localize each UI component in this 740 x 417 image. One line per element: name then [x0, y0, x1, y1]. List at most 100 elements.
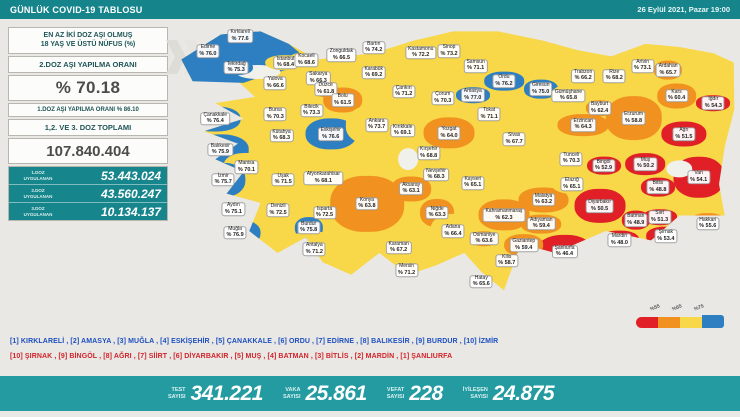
province-badge: Sivas% 67.7: [502, 132, 526, 146]
turkey-vaccination-map: Edirne% 76.0 Kırklareli% 77.6 Tekirdağ% 75…: [166, 22, 736, 334]
province-rate: % 61.8: [317, 88, 335, 95]
province-rate: % 71.2: [305, 248, 323, 255]
province-badge: Hatay% 65.6: [469, 275, 493, 289]
dose-row-label: 1.DOZ UYGULANAN: [9, 170, 67, 181]
province-badges: Edirne% 76.0 Kırklareli% 77.6 Tekirdağ% 75…: [170, 22, 736, 334]
province-name: Ağrı: [679, 127, 689, 134]
province-badge: Karabük% 69.2: [361, 66, 387, 80]
province-name: Kilis: [502, 253, 512, 260]
province-rankings: [1] KIRKLARELİ , [2] AMASYA , [3] MUĞLA …: [10, 338, 732, 368]
province-badge: Erzurum% 58.8: [621, 111, 646, 125]
province-name: Kastamonu: [408, 46, 434, 53]
province-rate: % 73.1: [634, 65, 652, 72]
province-rate: % 67.2: [390, 247, 408, 254]
province-rate: % 69.1: [394, 130, 412, 137]
province-rate: % 75.3: [227, 67, 245, 74]
province-badge: Çorum% 70.3: [431, 91, 455, 105]
province-rate: % 74.2: [365, 47, 383, 54]
province-name: Bayburt: [590, 101, 609, 108]
province-badge: Isparta% 72.5: [312, 206, 337, 220]
footer-stat: VAKA SAYISI 25.861: [283, 382, 367, 406]
province-badge: Ağrı% 51.5: [672, 127, 696, 141]
province-name: Konya: [359, 197, 375, 204]
province-badge: Sinop% 73.2: [437, 44, 461, 58]
province-name: Adana: [445, 224, 461, 231]
province-name: Gümüşhane: [554, 89, 583, 96]
province-name: Bilecik: [304, 104, 319, 111]
province-badge: Çanakkale% 76.4: [200, 111, 231, 126]
province-name: Erzincan: [573, 118, 593, 125]
province-rate: % 51.5: [675, 133, 693, 140]
dose-row-value: 53.443.024: [100, 168, 161, 183]
province-rate: % 63.2: [534, 199, 553, 206]
province-name: Hatay: [474, 275, 488, 282]
province-rate: % 71.1: [480, 113, 498, 120]
footer-stat-label-line: İYİLEŞEN: [462, 386, 488, 393]
vaccine-panel-header: EN AZ İKİ DOZ AŞI OLMUŞ 18 YAŞ VE ÜSTÜ N…: [8, 27, 168, 54]
province-rate: % 50.2: [636, 163, 654, 170]
province-badge: Kütahya% 68.3: [269, 129, 294, 143]
province-badge: Adana% 66.4: [441, 224, 465, 238]
province-name: Sivas: [508, 132, 521, 139]
province-badge: Osmaniye% 63.6: [469, 232, 499, 246]
footer-stat: VEFAT SAYISI 228: [387, 381, 444, 406]
province-rate: % 62.4: [591, 107, 609, 114]
legend-boundary-label: %65: [671, 303, 683, 313]
province-name: Tekirdağ: [226, 61, 246, 68]
province-rate: % 68.6: [297, 59, 315, 66]
province-badge: Bayburt% 62.4: [587, 101, 612, 115]
province-badge: Kastamonu% 72.2: [405, 46, 437, 60]
province-badge: İstanbul% 68.4: [273, 56, 298, 70]
province-badge: Kırıkkale% 69.1: [389, 124, 416, 138]
province-rate: % 65.1: [464, 182, 482, 189]
province-rate: % 54.1: [690, 176, 708, 183]
province-badge: Denizli% 72.5: [266, 203, 290, 217]
chevron-decoration-icon: [166, 40, 186, 74]
footer-stat-value: 228: [409, 381, 443, 405]
province-name: Hakkari: [699, 217, 717, 224]
province-name: Yozgat: [441, 126, 457, 133]
province-badge: Samsun% 71.1: [463, 59, 488, 73]
footer-stat-label-line: SAYISI: [168, 393, 186, 400]
province-badge: Van% 54.1: [687, 170, 711, 184]
province-badge: Malatya% 63.2: [531, 193, 556, 207]
province-name: Aydın: [227, 202, 240, 209]
province-name: Kırşehir: [420, 146, 438, 153]
province-name: Afyonkarahisar: [306, 171, 341, 178]
province-name: Bartın: [367, 41, 381, 48]
province-name: Trabzon: [574, 69, 593, 76]
province-badge: Hakkari% 55.6: [696, 217, 720, 231]
province-rate: % 68.1: [314, 177, 332, 184]
province-rate: % 48.0: [610, 239, 628, 246]
province-badge: Eskişehir% 76.6: [317, 127, 344, 141]
province-name: Karabük: [364, 66, 384, 73]
province-name: Manisa: [238, 160, 255, 167]
legend-boundary-label: %55: [649, 303, 661, 313]
province-name: Karaman: [388, 241, 409, 248]
province-badge: Amasya% 77.0: [460, 88, 485, 102]
province-name: Adıyaman: [530, 217, 553, 224]
dose2-rate-label: 2.DOZ AŞI YAPILMA ORANI: [8, 56, 168, 73]
legend-segment-blue: [702, 315, 724, 328]
province-badge: Giresun% 75.0: [528, 82, 553, 96]
province-rate: % 59.4: [532, 223, 550, 230]
province-badge: Antalya% 71.2: [302, 242, 326, 256]
province-name: Mersin: [399, 263, 415, 270]
footer-stat: TEST SAYISI 341.221: [168, 382, 263, 406]
province-rate: % 65.1: [563, 183, 581, 190]
province-rate: % 73.7: [368, 124, 386, 131]
province-rate: % 52.9: [594, 165, 613, 172]
province-name: Diyarbakır: [588, 199, 611, 206]
province-badge: Ankara% 73.7: [365, 118, 389, 132]
province-badge: Elazığ% 65.1: [560, 177, 584, 192]
province-rate: % 48.9: [627, 219, 645, 226]
province-name: Samsun: [466, 59, 485, 66]
page-title: GÜNLÜK COVID-19 TABLOSU: [10, 4, 143, 15]
province-rate: % 66.2: [574, 75, 592, 82]
province-name: İzmir: [217, 173, 229, 180]
province-rate: % 63.6: [475, 238, 493, 245]
province-rate: % 70.3: [266, 113, 284, 120]
province-name: Bursa: [268, 107, 282, 114]
dose2-rate-value: % 70.18: [8, 75, 168, 101]
